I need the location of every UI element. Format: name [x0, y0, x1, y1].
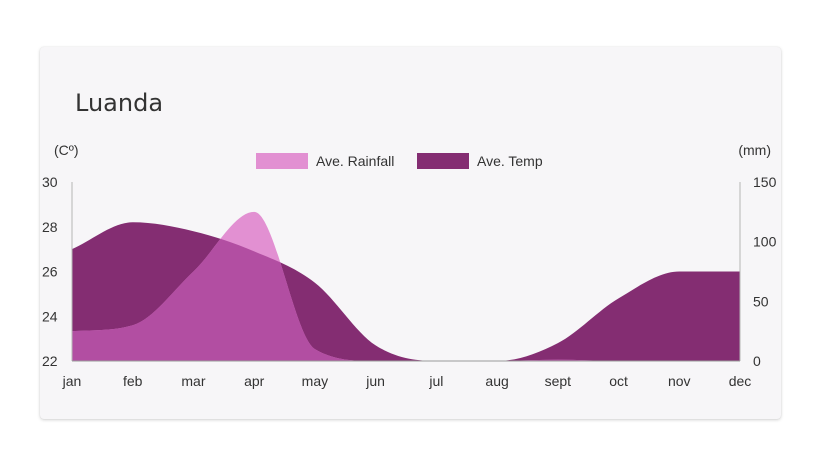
- y-right-tick-label: 150: [753, 174, 777, 190]
- legend-swatch-temp: [417, 153, 469, 169]
- x-tick-label: may: [302, 373, 328, 389]
- y-left-tick-label: 30: [42, 174, 58, 190]
- x-tick-label: feb: [123, 373, 143, 389]
- legend: Ave. Rainfall Ave. Temp: [256, 153, 543, 169]
- x-tick-label: jul: [428, 373, 443, 389]
- y-left-unit-label: (Cº): [54, 142, 79, 158]
- y-right-tick-label: 100: [753, 234, 777, 250]
- legend-swatch-rainfall: [256, 153, 308, 169]
- chart-card: Luanda Ave. Rainfall Ave. Temp (Cº) (mm)…: [40, 47, 781, 419]
- x-tick-label: mar: [181, 373, 205, 389]
- x-ticks: jan feb mar apr may jun jul aug sept oct nov dec: [62, 373, 752, 389]
- y-left-tick-label: 28: [42, 219, 58, 235]
- y-left-tick-label: 26: [42, 264, 58, 280]
- legend-label-rainfall: Ave. Rainfall: [316, 153, 394, 169]
- x-tick-label: jan: [62, 373, 82, 389]
- x-tick-label: dec: [729, 373, 752, 389]
- plot-area: [71, 182, 741, 362]
- y-right-unit-label: (mm): [738, 142, 771, 158]
- y-right-ticks: 0 50 100 150: [753, 174, 777, 369]
- y-left-tick-label: 24: [42, 308, 58, 324]
- chart-svg: Luanda Ave. Rainfall Ave. Temp (Cº) (mm)…: [42, 89, 777, 389]
- y-right-tick-label: 50: [753, 293, 769, 309]
- x-tick-label: jun: [365, 373, 385, 389]
- y-left-ticks: 22 24 26 28 30: [42, 174, 58, 369]
- y-left-tick-label: 22: [42, 353, 58, 369]
- x-tick-label: aug: [485, 373, 508, 389]
- x-tick-label: sept: [545, 373, 572, 389]
- y-right-tick-label: 0: [753, 353, 761, 369]
- chart-title: Luanda: [75, 89, 163, 117]
- x-tick-label: oct: [609, 373, 628, 389]
- legend-label-temp: Ave. Temp: [477, 153, 543, 169]
- x-tick-label: nov: [668, 373, 691, 389]
- x-tick-label: apr: [244, 373, 265, 389]
- rainfall-temp-overlap: [72, 222, 740, 361]
